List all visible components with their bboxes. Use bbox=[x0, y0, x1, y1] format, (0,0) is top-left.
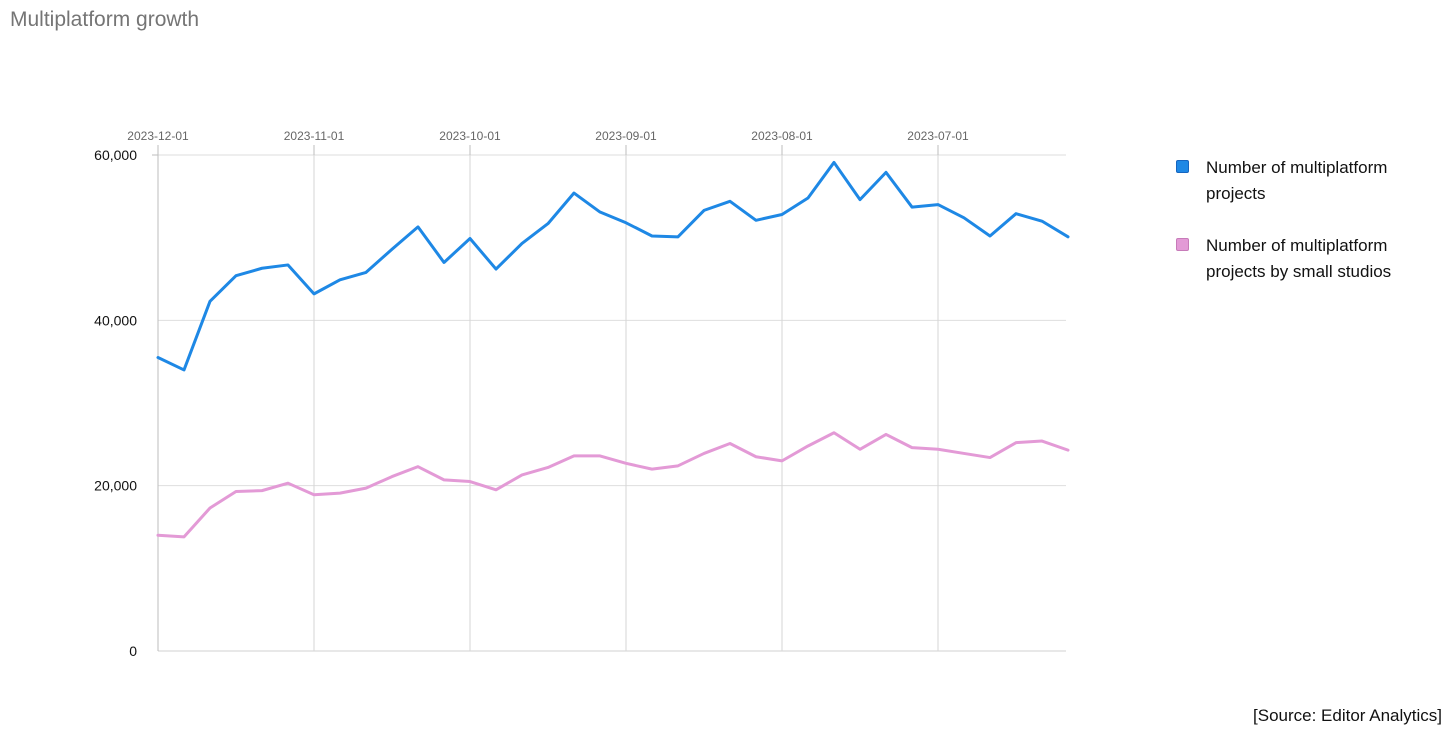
data-point-series-2 bbox=[547, 466, 550, 469]
data-point-series-1 bbox=[495, 268, 498, 271]
source-note: [Source: Editor Analytics] bbox=[1253, 706, 1442, 725]
data-point-series-2 bbox=[937, 448, 940, 451]
y-tick-label: 60,000 bbox=[94, 147, 137, 163]
data-point-series-2 bbox=[391, 475, 394, 478]
series-line-1 bbox=[156, 160, 1070, 372]
legend-swatch-series-2 bbox=[1176, 238, 1189, 251]
data-point-series-2 bbox=[365, 487, 368, 490]
data-point-series-1 bbox=[677, 235, 680, 238]
legend-label-series-2: Number of multiplatform projects by smal… bbox=[1206, 236, 1392, 281]
data-point-series-1 bbox=[781, 213, 784, 216]
data-point-series-2 bbox=[989, 456, 992, 459]
data-point-series-1 bbox=[1067, 235, 1070, 238]
data-point-series-1 bbox=[651, 235, 654, 238]
x-tick-label: 2023-07-01 bbox=[907, 129, 969, 143]
legend-item-series-1[interactable]: Number of multiplatform projects bbox=[1176, 155, 1446, 207]
data-point-series-1 bbox=[157, 356, 160, 359]
data-point-series-1 bbox=[339, 278, 342, 281]
legend-item-series-2[interactable]: Number of multiplatform projects by smal… bbox=[1176, 233, 1446, 285]
x-tick-label: 2023-12-01 bbox=[127, 129, 189, 143]
data-point-series-1 bbox=[391, 248, 394, 251]
data-point-series-2 bbox=[651, 468, 654, 471]
data-point-series-2 bbox=[1015, 441, 1018, 444]
x-tick-label: 2023-10-01 bbox=[439, 129, 501, 143]
data-point-series-2 bbox=[313, 493, 316, 496]
data-point-series-1 bbox=[755, 219, 758, 222]
data-point-series-2 bbox=[807, 444, 810, 447]
data-point-series-2 bbox=[287, 482, 290, 485]
data-point-series-2 bbox=[781, 459, 784, 462]
data-point-series-2 bbox=[599, 454, 602, 457]
data-point-series-1 bbox=[183, 368, 186, 371]
y-tick-label: 20,000 bbox=[94, 478, 137, 494]
data-point-series-1 bbox=[859, 198, 862, 201]
data-point-series-1 bbox=[1015, 212, 1018, 215]
data-point-series-1 bbox=[521, 242, 524, 245]
data-point-series-2 bbox=[885, 433, 888, 436]
data-point-series-2 bbox=[1067, 449, 1070, 452]
data-point-series-2 bbox=[859, 448, 862, 451]
y-tick-label: 40,000 bbox=[94, 312, 137, 328]
data-point-series-2 bbox=[729, 442, 732, 445]
data-point-series-2 bbox=[521, 473, 524, 476]
data-point-series-1 bbox=[885, 171, 888, 174]
data-point-series-1 bbox=[417, 225, 420, 228]
data-point-series-1 bbox=[313, 292, 316, 295]
data-point-series-2 bbox=[235, 490, 238, 493]
data-point-series-1 bbox=[1041, 220, 1044, 223]
data-point-series-2 bbox=[495, 488, 498, 491]
data-point-series-2 bbox=[443, 478, 446, 481]
data-point-series-2 bbox=[209, 506, 212, 509]
y-tick-label: 0 bbox=[129, 643, 137, 659]
data-point-series-1 bbox=[443, 261, 446, 264]
x-tick-label: 2023-11-01 bbox=[284, 129, 345, 143]
data-point-series-1 bbox=[599, 211, 602, 214]
data-point-series-1 bbox=[729, 200, 732, 203]
data-point-series-2 bbox=[261, 489, 264, 492]
series-line-2 bbox=[156, 431, 1070, 539]
data-point-series-2 bbox=[755, 455, 758, 458]
data-point-series-2 bbox=[833, 431, 836, 434]
data-point-series-2 bbox=[625, 462, 628, 465]
data-point-series-1 bbox=[807, 196, 810, 199]
data-point-series-2 bbox=[1041, 440, 1044, 443]
data-point-series-2 bbox=[417, 465, 420, 468]
data-point-series-1 bbox=[261, 267, 264, 270]
data-point-series-1 bbox=[573, 192, 576, 195]
data-point-series-1 bbox=[703, 209, 706, 212]
data-point-series-2 bbox=[911, 446, 914, 449]
data-point-series-2 bbox=[469, 480, 472, 483]
data-point-series-1 bbox=[989, 235, 992, 238]
data-point-series-1 bbox=[209, 300, 212, 303]
data-point-series-1 bbox=[937, 203, 940, 206]
legend-swatch-series-1 bbox=[1176, 160, 1189, 173]
data-point-series-1 bbox=[963, 216, 966, 219]
x-tick-label: 2023-09-01 bbox=[595, 129, 657, 143]
data-point-series-1 bbox=[625, 221, 628, 224]
legend: Number of multiplatform projects Number … bbox=[1176, 155, 1446, 311]
data-point-series-1 bbox=[547, 222, 550, 225]
data-point-series-1 bbox=[469, 237, 472, 240]
data-point-series-2 bbox=[677, 464, 680, 467]
data-point-series-1 bbox=[833, 161, 836, 164]
data-point-series-2 bbox=[703, 452, 706, 455]
data-point-series-2 bbox=[573, 454, 576, 457]
data-point-series-2 bbox=[157, 534, 160, 537]
data-point-series-1 bbox=[911, 206, 914, 209]
data-point-series-2 bbox=[339, 492, 342, 495]
data-point-series-2 bbox=[963, 452, 966, 455]
data-point-series-2 bbox=[183, 535, 186, 538]
data-point-series-1 bbox=[365, 271, 368, 274]
chart-title: Multiplatform growth bbox=[10, 8, 200, 31]
legend-label-series-1: Number of multiplatform projects bbox=[1206, 158, 1388, 203]
data-point-series-1 bbox=[235, 274, 238, 277]
data-point-series-1 bbox=[287, 263, 290, 266]
x-tick-label: 2023-08-01 bbox=[751, 129, 813, 143]
